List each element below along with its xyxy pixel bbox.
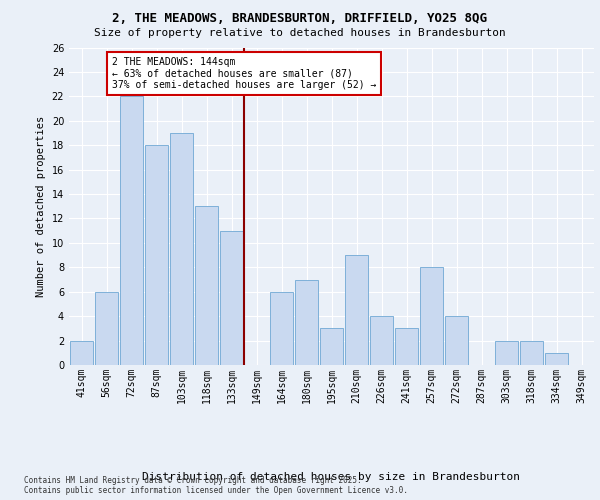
Bar — [520, 340, 543, 365]
Bar — [170, 133, 193, 365]
Bar — [145, 145, 168, 365]
Bar — [220, 230, 243, 365]
Bar — [270, 292, 293, 365]
Bar — [295, 280, 318, 365]
X-axis label: Distribution of detached houses by size in Brandesburton: Distribution of detached houses by size … — [143, 472, 521, 482]
Text: Size of property relative to detached houses in Brandesburton: Size of property relative to detached ho… — [94, 28, 506, 38]
Bar — [370, 316, 393, 365]
Bar — [495, 340, 518, 365]
Y-axis label: Number of detached properties: Number of detached properties — [36, 116, 46, 297]
Bar — [195, 206, 218, 365]
Text: Contains HM Land Registry data © Crown copyright and database right 2025.
Contai: Contains HM Land Registry data © Crown c… — [24, 476, 408, 495]
Bar — [70, 340, 93, 365]
Bar — [320, 328, 343, 365]
Bar — [395, 328, 418, 365]
Bar — [445, 316, 468, 365]
Text: 2, THE MEADOWS, BRANDESBURTON, DRIFFIELD, YO25 8QG: 2, THE MEADOWS, BRANDESBURTON, DRIFFIELD… — [113, 12, 487, 26]
Bar — [345, 255, 368, 365]
Text: 2 THE MEADOWS: 144sqm
← 63% of detached houses are smaller (87)
37% of semi-deta: 2 THE MEADOWS: 144sqm ← 63% of detached … — [112, 58, 376, 90]
Bar — [120, 96, 143, 365]
Bar — [545, 353, 568, 365]
Bar — [420, 268, 443, 365]
Bar — [95, 292, 118, 365]
